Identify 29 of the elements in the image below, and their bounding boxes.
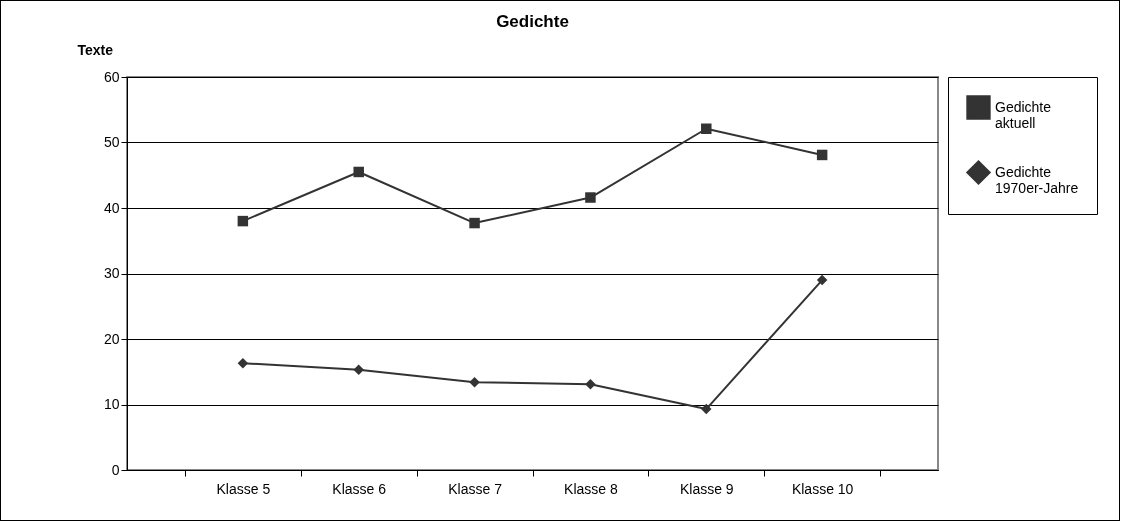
point <box>469 376 480 388</box>
point <box>237 357 249 369</box>
x-tick-label: Klasse 9 <box>679 480 734 497</box>
y-axis-title: Texte <box>77 41 114 58</box>
y-tick-label: 60 <box>103 68 120 85</box>
y-tick-label: 30 <box>103 265 120 281</box>
x-tick-label: Klasse 7 <box>448 480 503 497</box>
point <box>585 378 596 390</box>
point <box>353 166 364 178</box>
x-tick-label: Klasse 6 <box>332 480 387 497</box>
legend-label: Gedichte aktuell <box>995 98 1052 131</box>
x-tick-label: Klasse 8 <box>564 480 618 497</box>
y-tick-label: 0 <box>111 461 120 478</box>
x-tick-label: Klasse 5 <box>216 480 271 497</box>
x-tick-label: Klasse 10 <box>791 480 854 497</box>
point <box>353 364 364 376</box>
y-tick-label: 50 <box>103 134 120 150</box>
chart-title: Gedichte <box>496 12 569 31</box>
y-tick-label: 20 <box>103 330 120 347</box>
point <box>701 403 712 415</box>
point <box>701 123 712 134</box>
point <box>469 217 480 229</box>
y-tick-label: 10 <box>103 396 120 412</box>
point <box>237 215 249 227</box>
y-tick-label: 40 <box>103 199 120 216</box>
legend-label: Gedichte 1970er-Jahre <box>995 163 1079 196</box>
point <box>585 192 596 203</box>
point <box>816 149 828 161</box>
point <box>816 274 828 286</box>
